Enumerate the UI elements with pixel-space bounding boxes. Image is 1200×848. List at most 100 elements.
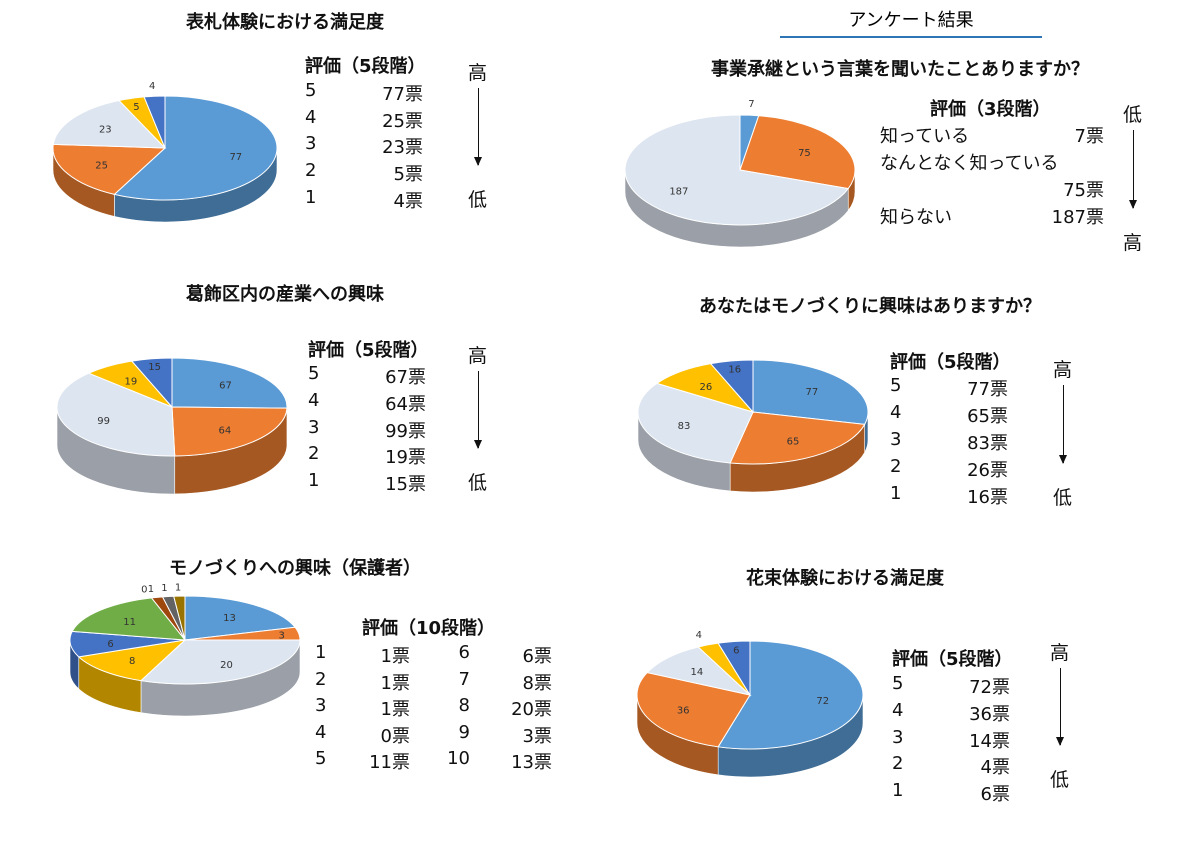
scale-arrow-icon — [1059, 385, 1067, 464]
scale-top-label: 高 — [1050, 642, 1070, 664]
data-label-4: 25 — [95, 161, 108, 172]
legend-level: 5 — [315, 748, 327, 769]
legend-votes: 75票 — [1063, 180, 1104, 201]
legend-level: 3 — [315, 695, 327, 716]
data-label-2: 5 — [133, 102, 139, 113]
scale-arrow-icon — [474, 371, 482, 449]
legend-votes: 1票 — [380, 672, 410, 694]
pie-slice-5 — [171, 357, 288, 409]
data-label-知っている: 7 — [748, 99, 754, 110]
pie-chart-4: 77 65 83 26 16 — [637, 359, 869, 493]
legend-level: 2 — [892, 753, 904, 775]
legend-level: 2 — [308, 443, 320, 465]
legend-votes: 36票 — [969, 703, 1010, 725]
legend-votes: 0票 — [380, 725, 410, 747]
legend-votes: 8票 — [522, 672, 552, 694]
data-label-5: 11 — [123, 617, 136, 628]
legend-level: 5 — [305, 80, 317, 101]
scale-bottom-label: 低 — [1053, 487, 1073, 509]
legend-votes: 5票 — [393, 164, 423, 186]
pie-slice-1 — [173, 595, 186, 641]
legend-level: 8 — [458, 695, 470, 716]
scale-bottom-label: 高 — [1123, 232, 1143, 254]
legend-header: 評価（5段階） — [308, 340, 429, 361]
data-label-1: 15 — [148, 362, 161, 373]
legend-votes: 4票 — [393, 190, 423, 212]
data-label-5: 67 — [219, 381, 232, 392]
data-label-6: 6 — [107, 639, 113, 650]
scale-bottom-label: 低 — [1050, 769, 1070, 791]
pie-slice-1 — [143, 95, 166, 149]
legend-votes: 14票 — [969, 730, 1010, 752]
data-label-1: 4 — [149, 81, 155, 92]
chart-title: 花束体験における満足度 — [746, 568, 944, 589]
legend-votes: 6票 — [522, 646, 552, 667]
legend-level: 5 — [890, 375, 902, 396]
legend-level: 3 — [305, 133, 317, 155]
legend-votes: 7票 — [1074, 126, 1104, 147]
legend-level: 1 — [890, 483, 902, 504]
legend-level: 2 — [305, 160, 317, 182]
legend-level: 10 — [447, 748, 470, 769]
data-label-知らない: 187 — [669, 187, 688, 198]
pie-chart-1: 77 25 23 54 — [52, 81, 278, 223]
pie-slice-3 — [646, 646, 752, 696]
legend-level: 2 — [890, 456, 902, 477]
legend-label: 知っている — [880, 126, 970, 147]
legend-votes: 64票 — [385, 393, 426, 415]
legend-header: 評価（10段階） — [362, 618, 496, 639]
data-label-3: 83 — [678, 421, 691, 432]
legend-level: 2 — [315, 668, 327, 690]
pie-slice-4 — [171, 406, 288, 457]
survey-heading: アンケート結果 — [780, 6, 1042, 38]
data-label-なんとなく知っている: 75 — [798, 148, 811, 159]
legend-votes: 13票 — [511, 752, 552, 773]
legend-level: 3 — [892, 726, 904, 748]
data-label-5: 77 — [229, 152, 242, 163]
data-label-5: 77 — [805, 387, 818, 398]
chart-title: モノづくりへの興味（保護者） — [169, 558, 421, 579]
pie-chart-2: 7 75 187 — [624, 99, 856, 248]
pie-slice-4 — [636, 672, 751, 748]
scale-top-label: 高 — [468, 345, 488, 367]
data-label-2: 19 — [124, 376, 137, 387]
legend-header: 評価（5段階） — [890, 352, 1011, 373]
pie-chart-3: 67 64 99 19 15 — [56, 357, 288, 495]
legend-votes: 19票 — [385, 447, 426, 469]
legend-votes: 65票 — [967, 406, 1008, 427]
data-label-10: 13 — [223, 613, 236, 624]
legend-label: なんとなく知っている — [880, 153, 1059, 174]
pie-slice-3 — [56, 372, 176, 457]
pie-chart-6: 72 36 14 4 6 — [636, 630, 864, 778]
chart-title: 表札体験における満足度 — [186, 12, 384, 33]
legend-label: 知らない — [880, 207, 952, 228]
legend-votes: 67票 — [385, 367, 426, 388]
pie-slice-3 — [637, 382, 754, 464]
pie-slice-7 — [77, 639, 187, 682]
chart-title: 葛飾区内の産業への興味 — [186, 284, 384, 305]
pie-slice-10 — [184, 595, 296, 641]
legend-level: 4 — [308, 389, 320, 411]
legend-votes: 15票 — [385, 474, 426, 496]
legend-votes: 26票 — [967, 460, 1008, 481]
legend-header: 評価（3段階） — [930, 99, 1051, 120]
legend-votes: 1票 — [380, 646, 410, 667]
legend-level: 4 — [892, 699, 904, 721]
legend-level: 3 — [308, 416, 320, 438]
scale-arrow-icon — [1129, 130, 1137, 209]
scale-top-label: 高 — [1053, 359, 1073, 381]
data-label-1: 1 — [175, 582, 181, 593]
scale-top-label: 高 — [468, 62, 488, 84]
legend-votes: 4票 — [980, 757, 1010, 779]
data-label-5: 72 — [816, 696, 829, 707]
pie-slice-1 — [130, 357, 173, 409]
scale-arrow-icon — [1056, 668, 1064, 746]
legend-level: 1 — [308, 470, 320, 492]
legend-votes: 99票 — [385, 420, 426, 442]
data-label-3: 99 — [97, 416, 110, 427]
legend-level: 1 — [315, 642, 327, 663]
data-label-7: 8 — [129, 656, 135, 667]
